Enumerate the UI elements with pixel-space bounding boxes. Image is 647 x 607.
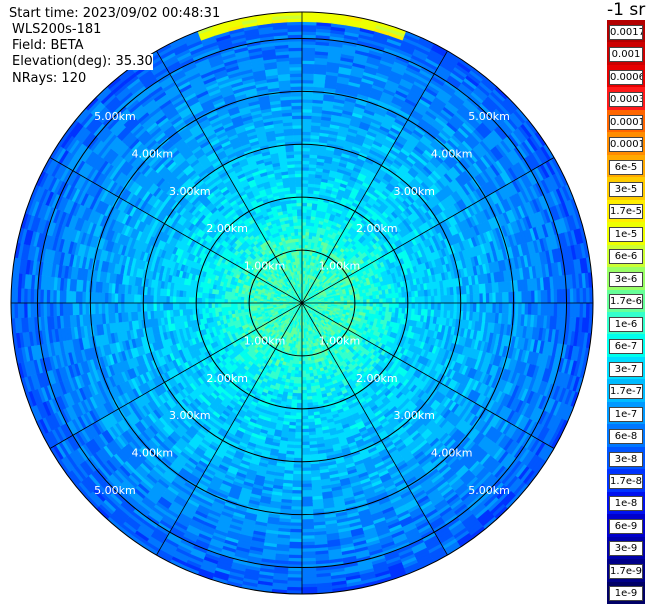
beta-cells bbox=[11, 12, 593, 594]
ppi-plot: 1.00km2.00km3.00km4.00km5.00km1.00km2.00… bbox=[10, 11, 594, 595]
